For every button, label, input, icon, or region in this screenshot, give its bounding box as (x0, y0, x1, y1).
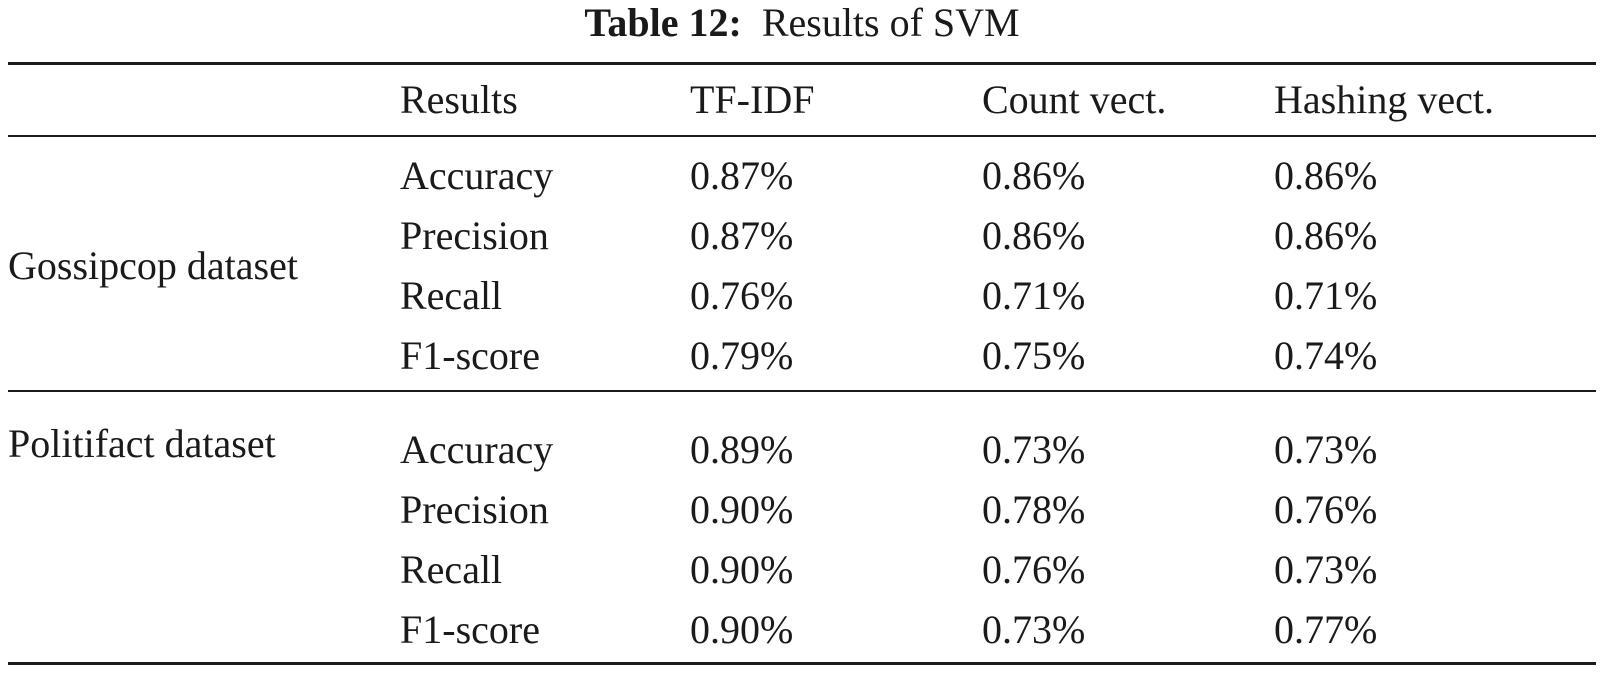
table-caption-label: Table 12: (584, 0, 742, 45)
row-metric: Precision (400, 213, 549, 258)
row-value-tfidf: 0.76% (690, 273, 794, 318)
header-results: Results (400, 77, 518, 122)
header-rule (8, 135, 1596, 137)
group-separator-rule (8, 390, 1596, 392)
group-label-gossipcop: Gossipcop dataset (8, 243, 298, 288)
row-metric: F1-score (400, 607, 540, 652)
row-value-count: 0.86% (982, 153, 1086, 198)
table-caption-text: Results of SVM (761, 0, 1020, 45)
table-caption: Table 12: Results of SVM (0, 0, 1604, 52)
row-metric: F1-score (400, 333, 540, 378)
row-value-tfidf: 0.87% (690, 213, 794, 258)
header-tfidf: TF-IDF (690, 77, 815, 122)
row-value-tfidf: 0.87% (690, 153, 794, 198)
row-value-hashing: 0.86% (1274, 153, 1378, 198)
row-metric: Accuracy (400, 427, 554, 472)
row-value-tfidf: 0.90% (690, 487, 794, 532)
row-value-hashing: 0.77% (1274, 607, 1378, 652)
row-value-hashing: 0.71% (1274, 273, 1378, 318)
table-top-rule (8, 62, 1596, 65)
row-value-hashing: 0.86% (1274, 213, 1378, 258)
row-value-tfidf: 0.89% (690, 427, 794, 472)
row-value-count: 0.76% (982, 547, 1086, 592)
row-value-tfidf: 0.79% (690, 333, 794, 378)
row-value-hashing: 0.76% (1274, 487, 1378, 532)
row-value-count: 0.86% (982, 213, 1086, 258)
row-metric: Recall (400, 547, 503, 592)
row-value-count: 0.71% (982, 273, 1086, 318)
table-bottom-rule (8, 662, 1596, 665)
row-value-count: 0.73% (982, 607, 1086, 652)
row-value-hashing: 0.73% (1274, 547, 1378, 592)
row-value-count: 0.78% (982, 487, 1086, 532)
header-count-vect: Count vect. (982, 77, 1167, 122)
row-value-count: 0.73% (982, 427, 1086, 472)
group-label-politifact: Politifact dataset (8, 421, 276, 466)
row-metric: Recall (400, 273, 503, 318)
row-metric: Precision (400, 487, 549, 532)
row-value-count: 0.75% (982, 333, 1086, 378)
row-value-hashing: 0.74% (1274, 333, 1378, 378)
row-metric: Accuracy (400, 153, 554, 198)
header-hashing-vect: Hashing vect. (1274, 77, 1494, 122)
row-value-tfidf: 0.90% (690, 607, 794, 652)
row-value-tfidf: 0.90% (690, 547, 794, 592)
row-value-hashing: 0.73% (1274, 427, 1378, 472)
